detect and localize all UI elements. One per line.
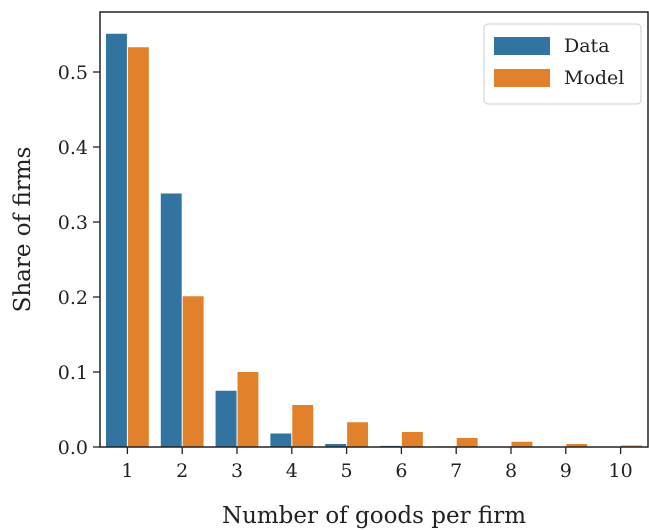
x-tick-label: 5 [341,460,353,482]
bar-model-3 [237,372,259,447]
bar-model-9 [566,444,588,447]
bar-model-8 [511,441,533,447]
legend-swatch-data [494,37,550,55]
y-axis-label: Share of firms [10,147,36,313]
x-tick-label: 9 [560,460,572,482]
y-tick-label: 0.4 [58,137,88,159]
legend-label-data: Data [564,35,610,57]
bar-data-5 [325,444,347,447]
legend-box [483,23,642,105]
bar-data-4 [270,433,292,447]
bar-model-2 [182,296,204,447]
bar-model-1 [127,47,149,447]
bar-data-3 [215,390,237,447]
x-tick-label: 10 [609,460,633,482]
plot-frame [99,11,649,448]
y-axis: 0.0 0.1 0.2 0.3 0.4 0.5 [58,62,100,459]
bar-data-1 [105,33,127,447]
x-tick-label: 2 [176,460,188,482]
x-tick-label: 7 [450,460,462,482]
bar-model-4 [292,405,314,447]
x-tick-label: 3 [231,460,243,482]
x-tick-label: 1 [121,460,133,482]
x-tick-label: 6 [395,460,407,482]
bar-model-7 [456,438,478,447]
y-tick-label: 0.0 [58,437,88,459]
bars-group [105,33,643,447]
y-tick-label: 0.2 [58,287,88,309]
y-tick-label: 0.3 [58,212,88,234]
legend-swatch-model [494,69,550,87]
x-axis-label: Number of goods per firm [222,503,526,529]
bar-data-2 [160,193,182,447]
bar-model-5 [347,422,369,447]
y-tick-label: 0.5 [58,62,88,84]
legend: Data Model [483,23,642,105]
x-tick-label: 8 [505,460,517,482]
x-axis: 1 2 3 4 5 6 7 8 9 10 [121,447,633,482]
x-tick-label: 4 [286,460,298,482]
bar-model-6 [401,432,423,447]
y-tick-label: 0.1 [58,362,88,384]
legend-label-model: Model [564,67,624,89]
